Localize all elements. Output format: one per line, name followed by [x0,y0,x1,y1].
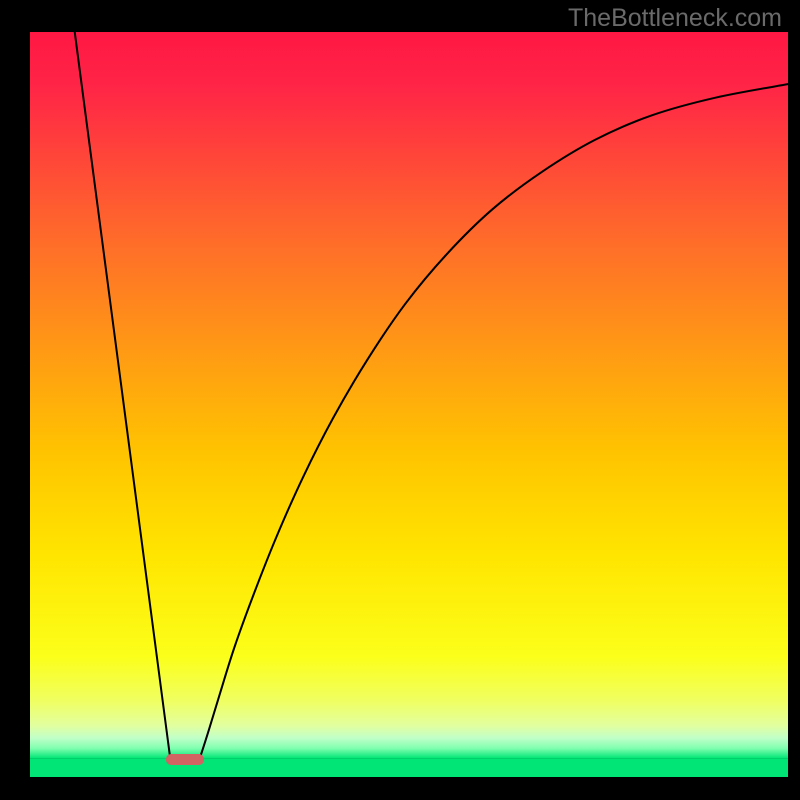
plot-svg [30,32,788,777]
chart-plot-area [30,32,788,777]
watermark-text: TheBottleneck.com [568,4,782,33]
bottleneck-marker [166,754,204,765]
